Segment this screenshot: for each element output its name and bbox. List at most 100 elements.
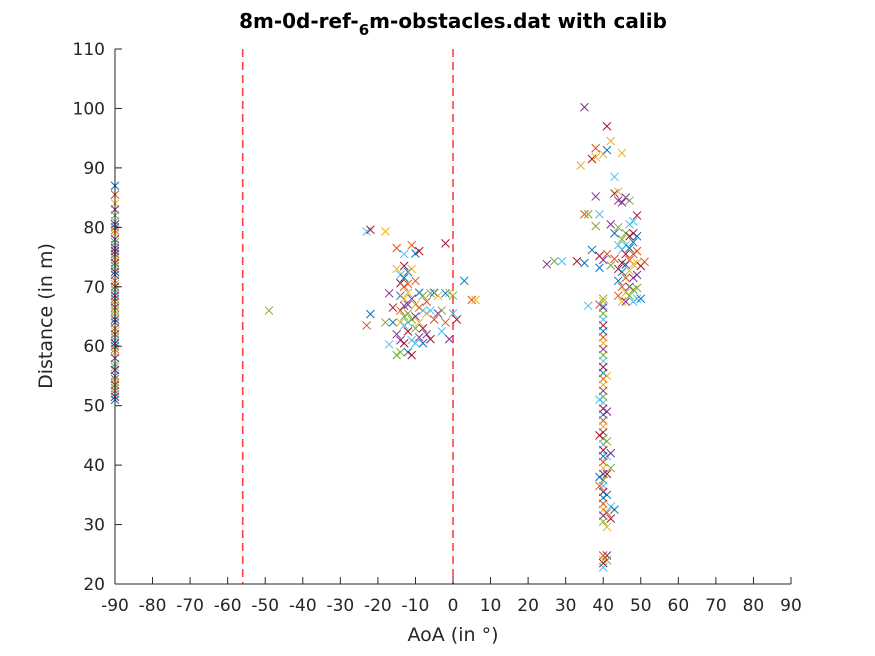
data-point (426, 306, 435, 315)
data-point (366, 225, 375, 235)
data-point (580, 209, 589, 219)
data-point (388, 303, 398, 312)
reference-lines (241, 49, 454, 584)
data-point (606, 514, 616, 523)
data-point (381, 227, 390, 236)
data-point (632, 246, 642, 256)
data-point (595, 263, 604, 273)
data-point (621, 273, 631, 283)
data-point (414, 318, 424, 327)
data-point (598, 555, 608, 565)
data-point (617, 297, 627, 306)
x-tick-label: -40 (289, 596, 317, 616)
data-point (606, 463, 616, 473)
data-point (613, 291, 623, 301)
data-point (557, 256, 567, 266)
data-point (572, 256, 582, 266)
data-point (407, 315, 417, 324)
data-point (621, 193, 631, 202)
chart-title-post: m-obstacles.dat with calib (369, 9, 667, 33)
data-point (418, 291, 428, 301)
data-point (399, 261, 409, 271)
data-point (625, 196, 634, 205)
data-point (441, 318, 450, 327)
data-point (613, 187, 623, 197)
x-tick-label: 20 (517, 596, 539, 616)
data-point (610, 254, 619, 264)
data-point (407, 264, 417, 274)
data-point (396, 291, 405, 301)
data-point (403, 309, 413, 318)
data-point (414, 332, 424, 342)
data-point (366, 309, 375, 319)
x-tick-label: -80 (139, 596, 167, 616)
x-tick-label: -70 (176, 596, 204, 616)
data-point (403, 318, 413, 327)
data-point (381, 318, 390, 327)
data-point (617, 267, 627, 277)
data-point (591, 221, 601, 231)
data-point (437, 327, 447, 336)
data-point (602, 436, 612, 446)
data-point (411, 249, 420, 258)
data-point (437, 306, 447, 315)
data-point (595, 395, 604, 405)
data-points (110, 102, 649, 572)
data-point (632, 231, 642, 241)
data-point (602, 145, 612, 155)
data-point (418, 306, 428, 315)
data-point (399, 338, 409, 348)
data-point (613, 222, 623, 232)
data-point (576, 161, 586, 170)
data-point (396, 270, 405, 280)
data-point (625, 231, 634, 241)
data-point (598, 517, 608, 526)
data-point (399, 294, 409, 304)
data-point (418, 338, 428, 348)
x-tick-label: -30 (326, 596, 354, 616)
data-point (595, 209, 604, 219)
data-point (606, 261, 616, 270)
x-tick-label: 60 (668, 596, 690, 616)
data-point (621, 228, 631, 238)
data-point (414, 288, 424, 298)
data-point (467, 295, 477, 305)
data-point (602, 407, 612, 416)
data-point (542, 259, 552, 269)
x-tick-label: -10 (402, 596, 430, 616)
data-point (621, 260, 631, 270)
data-point (448, 309, 458, 318)
chart-title: 8m-0d-ref-6m-obstacles.dat with calib (239, 9, 667, 39)
data-point (606, 448, 616, 458)
x-tick-label: 10 (480, 596, 502, 616)
y-tick-label: 20 (83, 575, 105, 595)
data-point (414, 303, 424, 312)
data-point (399, 249, 409, 259)
data-point (606, 502, 616, 512)
data-point (418, 324, 428, 333)
x-tick-label: -50 (251, 596, 279, 616)
data-point (414, 246, 424, 256)
data-point (598, 255, 608, 265)
data-point (598, 558, 608, 568)
data-point (399, 273, 409, 283)
data-point (613, 240, 623, 250)
data-point (617, 234, 627, 244)
data-point (632, 211, 642, 220)
x-axis-label: AoA (in °) (407, 624, 498, 646)
data-point (632, 294, 642, 304)
data-point (621, 240, 631, 250)
data-point (621, 297, 631, 306)
data-point (632, 258, 642, 268)
data-point (396, 318, 405, 327)
data-point (598, 301, 608, 311)
data-point (403, 300, 413, 309)
x-tick-label: 0 (448, 596, 459, 616)
data-point (403, 279, 413, 289)
data-point (595, 431, 604, 440)
y-tick-label: 60 (83, 337, 105, 357)
data-point (602, 121, 612, 131)
y-tick-label: 90 (83, 159, 105, 179)
